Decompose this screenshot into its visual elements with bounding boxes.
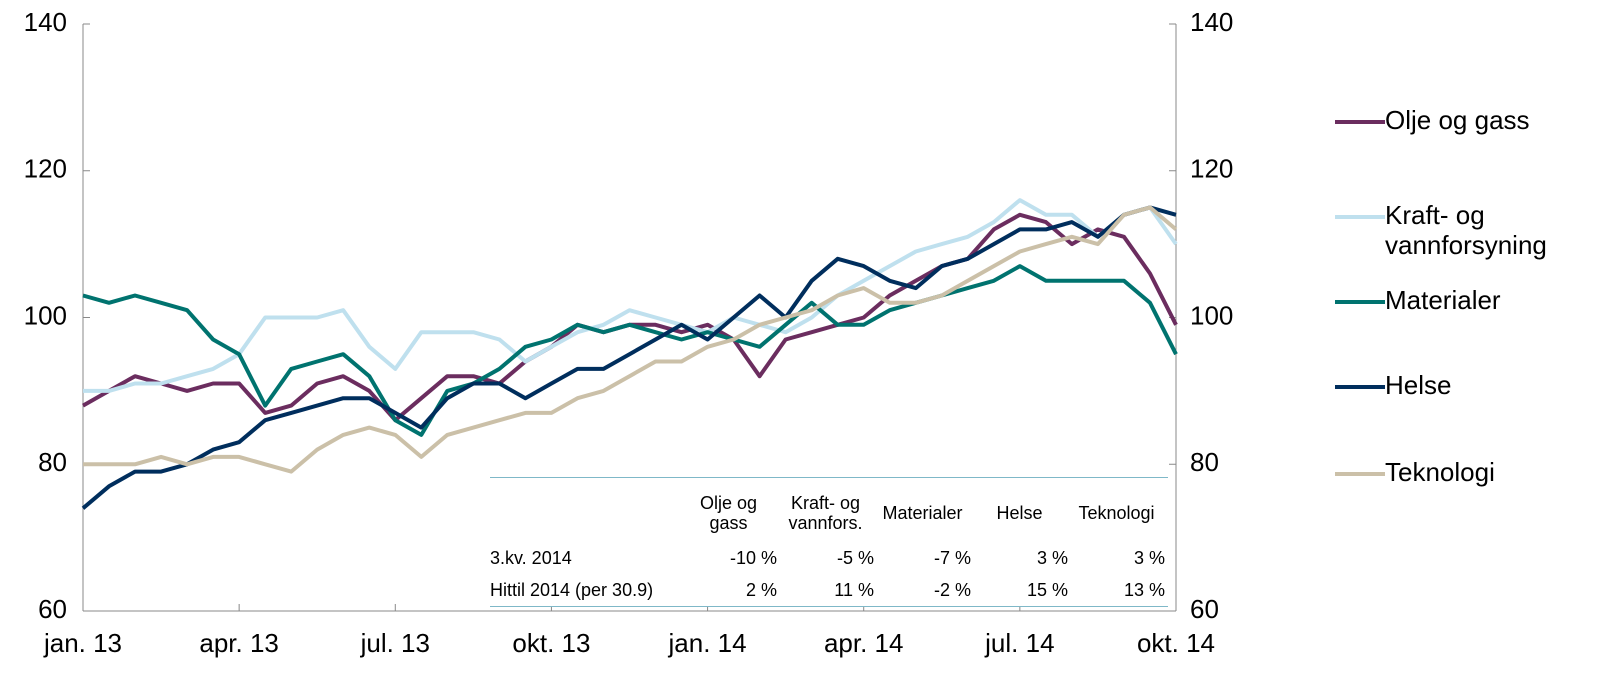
table-row: Hittil 2014 (per 30.9) 2 % 11 % -2 % 15 % 13 … — [490, 574, 1168, 606]
legend-label: Helse — [1385, 370, 1452, 400]
y2-tick-label: 100 — [1190, 300, 1233, 330]
x-tick-label: apr. 13 — [199, 628, 279, 658]
legend-swatch — [1335, 120, 1385, 124]
table-cell: 3 % — [1036, 548, 1068, 568]
table-header: Olje og gass Kraft- og vannfors. Materiale… — [490, 478, 1168, 542]
legend-item: Kraft- og vannforsyning — [1335, 200, 1575, 260]
y2-tick-label: 60 — [1190, 594, 1219, 624]
y-tick-label: 120 — [24, 154, 67, 184]
x-tick-label: jul. 13 — [360, 628, 430, 658]
series-line — [82, 264, 1178, 437]
legend-label: Teknologi — [1385, 457, 1495, 487]
row-label: 3.kv. 2014 — [490, 547, 572, 568]
series-line — [83, 205, 1178, 474]
table-cell: -7 % — [933, 548, 971, 568]
table-cell: -5 % — [836, 548, 874, 568]
table-cell: -10 % — [729, 548, 777, 568]
column-header: Materialer — [882, 503, 963, 523]
table-cell: 15 % — [1026, 580, 1068, 600]
table-cell: -2 % — [933, 580, 971, 600]
y-tick-label: 60 — [38, 594, 67, 624]
summary-table: Olje og gass Kraft- og vannfors. Materiale… — [490, 477, 1168, 607]
x-tick-label: okt. 14 — [1137, 628, 1215, 658]
legend-swatch — [1335, 300, 1385, 304]
legend-item: Helse — [1335, 370, 1575, 400]
legend-swatch — [1335, 385, 1385, 389]
row-label: Hittil 2014 (per 30.9) — [490, 579, 654, 600]
series-line — [81, 205, 1177, 510]
x-tick-label: jul. 14 — [984, 628, 1054, 658]
series-line — [83, 198, 1178, 393]
y2-tick-label: 140 — [1190, 7, 1233, 37]
legend-item: Materialer — [1335, 285, 1575, 315]
table-cell: 2 % — [745, 580, 777, 600]
y-tick-label: 100 — [24, 300, 67, 330]
table-cell: 11 % — [834, 580, 874, 600]
legend-swatch — [1335, 215, 1385, 219]
x-tick-label: okt. 13 — [512, 628, 590, 658]
legend-label: Kraft- og vannforsyning — [1385, 200, 1547, 260]
column-header: Kraft- og vannfors. — [788, 493, 863, 533]
legend-swatch — [1335, 472, 1385, 476]
table-cell: 3 % — [1133, 548, 1165, 568]
column-header: Olje og gass — [699, 493, 758, 533]
table-row: 3.kv. 2014 -10 % -5 % -7 % 3 % 3 % — [490, 542, 1168, 574]
legend-label: Materialer — [1385, 285, 1501, 315]
y-tick-label: 140 — [24, 7, 67, 37]
column-header: Helse — [996, 503, 1043, 523]
series-line — [82, 212, 1178, 423]
x-tick-label: jan. 14 — [668, 628, 747, 658]
column-header: Teknologi — [1078, 503, 1155, 523]
x-tick-label: apr. 14 — [824, 628, 904, 658]
legend-item: Olje og gass — [1335, 105, 1575, 135]
legend-label: Olje og gass — [1385, 105, 1530, 135]
y2-tick-label: 80 — [1190, 447, 1219, 477]
y2-tick-label: 120 — [1190, 154, 1233, 184]
y-tick-label: 80 — [38, 447, 67, 477]
x-tick-label: jan. 13 — [43, 628, 122, 658]
legend-item: Teknologi — [1335, 457, 1575, 487]
table-cell: 13 % — [1123, 580, 1165, 600]
